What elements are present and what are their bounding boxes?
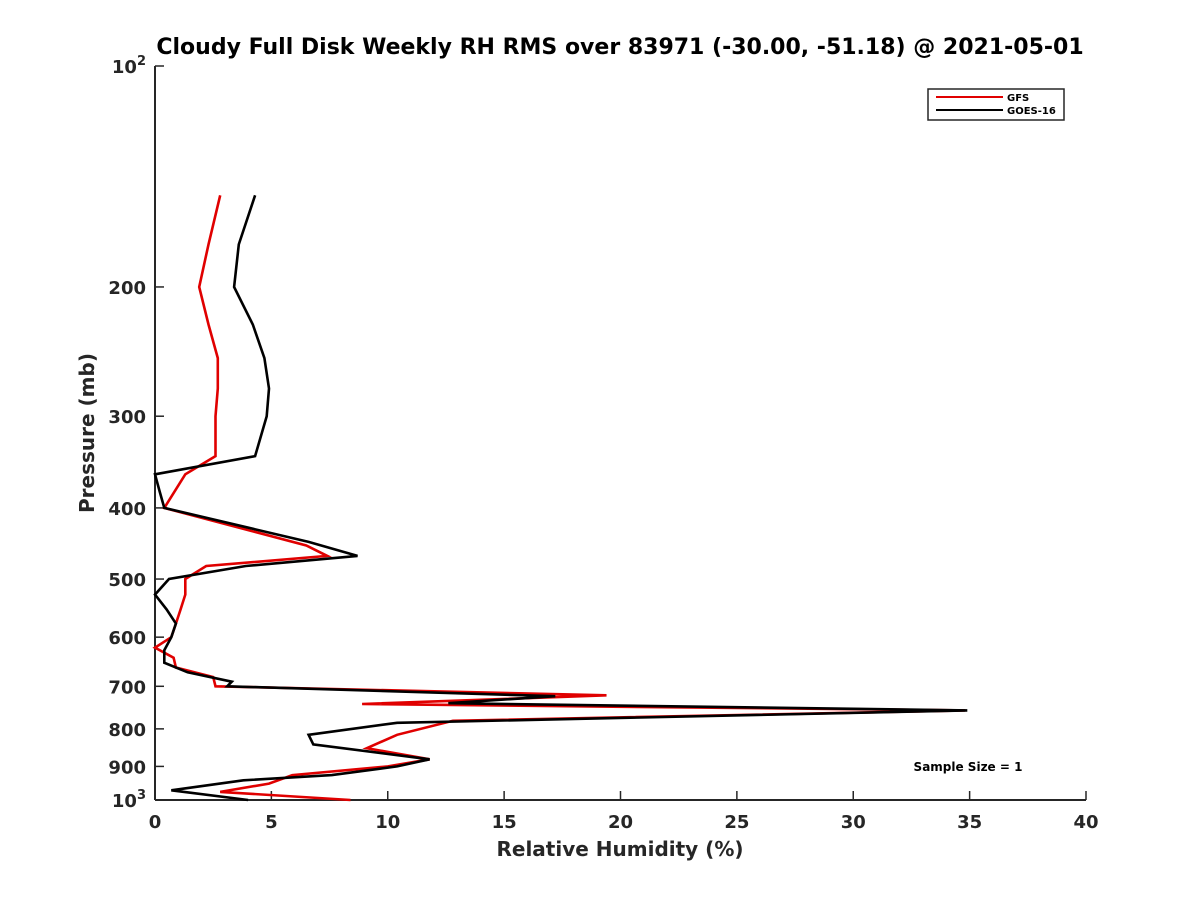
x-tick-label: 35 bbox=[957, 812, 982, 833]
y-tick-label: 300 bbox=[108, 407, 146, 428]
y-tick-label: 700 bbox=[108, 677, 146, 698]
legend-label-goes16: GOES-16 bbox=[1007, 106, 1056, 117]
y-tick-label: 200 bbox=[108, 278, 146, 299]
x-axis-label: Relative Humidity (%) bbox=[496, 837, 743, 861]
y-tick-label: 800 bbox=[108, 720, 146, 741]
x-tick-label: 10 bbox=[375, 812, 400, 833]
y-tick-label: 103 bbox=[112, 788, 146, 812]
y-tick-label-base: 300 bbox=[108, 407, 146, 428]
y-tick-label: 900 bbox=[108, 757, 146, 778]
y-tick-label-base: 10 bbox=[112, 57, 137, 78]
y-tick-label: 102 bbox=[112, 54, 146, 78]
y-tick-label-base: 700 bbox=[108, 677, 146, 698]
x-tick-label: 20 bbox=[608, 812, 633, 833]
y-tick-label: 400 bbox=[108, 499, 146, 520]
legend: GFS GOES-16 bbox=[927, 88, 1065, 121]
x-tick-label: 0 bbox=[149, 812, 162, 833]
x-tick-label: 15 bbox=[492, 812, 517, 833]
legend-label-gfs: GFS bbox=[1007, 93, 1029, 104]
y-axis-label: Pressure (mb) bbox=[75, 353, 99, 513]
plot-series bbox=[152, 194, 968, 802]
x-axis-ticks: 0 5 10 15 20 25 30 35 40 bbox=[149, 791, 1099, 833]
sample-size-annotation: Sample Size = 1 bbox=[914, 760, 1023, 774]
y-tick-label-base: 500 bbox=[108, 570, 146, 591]
y-tick-label: 600 bbox=[108, 628, 146, 649]
legend-box bbox=[927, 88, 1065, 121]
x-tick-label: 25 bbox=[724, 812, 749, 833]
y-tick-label-exponent: 3 bbox=[137, 788, 146, 803]
y-tick-label-base: 600 bbox=[108, 628, 146, 649]
chart-title: Cloudy Full Disk Weekly RH RMS over 8397… bbox=[156, 35, 1083, 60]
y-tick-label-base: 10 bbox=[112, 791, 137, 812]
y-tick-label-base: 200 bbox=[108, 278, 146, 299]
y-tick-label-base: 400 bbox=[108, 499, 146, 520]
x-tick-label: 40 bbox=[1073, 812, 1098, 833]
y-tick-label-base: 900 bbox=[108, 757, 146, 778]
x-tick-label: 5 bbox=[265, 812, 278, 833]
y-tick-label-exponent: 2 bbox=[137, 54, 146, 69]
y-tick-label-base: 800 bbox=[108, 720, 146, 741]
y-tick-label: 500 bbox=[108, 570, 146, 591]
x-tick-label: 30 bbox=[841, 812, 866, 833]
series-line-goes16 bbox=[153, 194, 968, 802]
